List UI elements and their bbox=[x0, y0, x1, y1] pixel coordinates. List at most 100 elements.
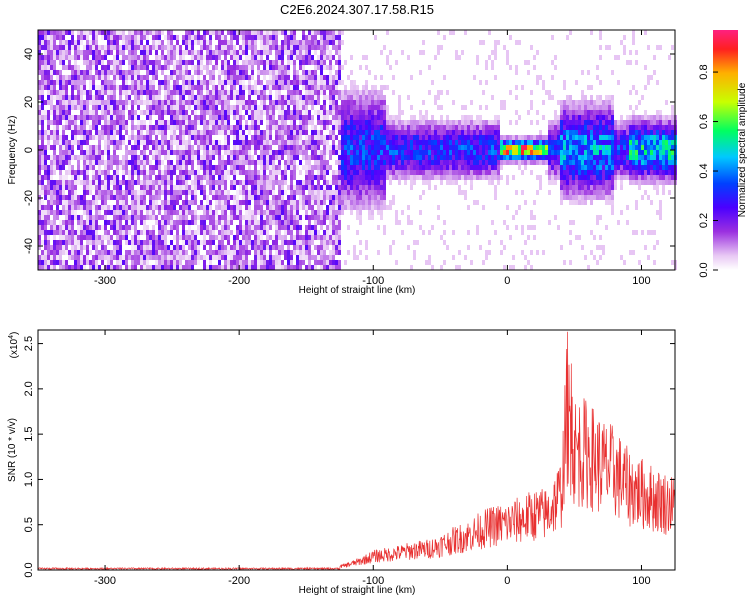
spectrogram-cell bbox=[98, 100, 101, 105]
spectrogram-cell bbox=[215, 140, 218, 145]
spectrogram-cell bbox=[143, 150, 146, 155]
spectrogram-cell bbox=[116, 155, 119, 160]
spectrogram-cell bbox=[287, 255, 290, 260]
spectrogram-cell bbox=[134, 210, 137, 215]
spectrogram-cell bbox=[353, 155, 356, 160]
spectrogram-cell bbox=[203, 75, 206, 80]
spectrogram-cell bbox=[257, 225, 260, 230]
spectrogram-cell bbox=[428, 260, 431, 265]
spectrogram-cell bbox=[209, 130, 212, 135]
spectrogram-cell bbox=[329, 40, 332, 45]
spectrogram-cell bbox=[119, 250, 122, 255]
spectrogram-cell bbox=[233, 195, 236, 200]
spectrogram-cell bbox=[107, 90, 110, 95]
spectrogram-cell bbox=[77, 160, 80, 165]
spectrogram-cell bbox=[374, 100, 377, 105]
spectrogram-cell bbox=[50, 105, 53, 110]
spectrogram-cell bbox=[179, 205, 182, 210]
spectrogram-cell bbox=[242, 85, 245, 90]
spectrogram-cell bbox=[224, 145, 227, 150]
spectrogram-cell bbox=[308, 45, 311, 50]
spectrogram-cell bbox=[164, 245, 167, 250]
spectrogram-cell bbox=[176, 120, 179, 125]
spectrogram-cell bbox=[263, 95, 266, 100]
spectrogram-cell bbox=[89, 45, 92, 50]
spectrogram-cell bbox=[209, 190, 212, 195]
spectrogram-cell bbox=[281, 55, 284, 60]
spectrogram-cell bbox=[275, 65, 278, 70]
spectrogram-cell bbox=[89, 65, 92, 70]
spectrogram-cell bbox=[212, 105, 215, 110]
spectrogram-cell bbox=[65, 135, 68, 140]
spectrogram-cell bbox=[242, 250, 245, 255]
spectrogram-cell bbox=[197, 145, 200, 150]
spectrogram-cell bbox=[44, 150, 47, 155]
spectrogram-cell bbox=[266, 40, 269, 45]
spectrogram-cell bbox=[218, 70, 221, 75]
spectrogram-cell bbox=[221, 115, 224, 120]
spectrogram-cell bbox=[197, 50, 200, 55]
spectrogram-cell bbox=[290, 225, 293, 230]
spectrogram-cell bbox=[314, 220, 317, 225]
spectrogram-cell bbox=[44, 65, 47, 70]
spectrogram-cell bbox=[143, 180, 146, 185]
spectrogram-cell bbox=[314, 185, 317, 190]
spectrogram-cell bbox=[65, 95, 68, 100]
spectrogram-cell bbox=[368, 70, 371, 75]
spectrogram-cell bbox=[302, 235, 305, 240]
spectrogram-cell bbox=[116, 220, 119, 225]
spectrogram-cell bbox=[101, 170, 104, 175]
spectrogram-cell bbox=[224, 130, 227, 135]
spectrogram-cell bbox=[458, 145, 461, 150]
spectrogram-cell bbox=[257, 160, 260, 165]
spectrogram-cell bbox=[302, 120, 305, 125]
spectrogram-cell bbox=[368, 195, 371, 200]
spectrogram-cell bbox=[131, 135, 134, 140]
spectrogram-cell bbox=[92, 60, 95, 65]
spectrogram-cell bbox=[443, 260, 446, 265]
spectrogram-cell bbox=[83, 100, 86, 105]
spectrogram-cell bbox=[392, 140, 395, 145]
spectrogram-cell bbox=[44, 205, 47, 210]
spectrogram-cell bbox=[212, 230, 215, 235]
spectrogram-cell bbox=[218, 215, 221, 220]
spectrogram-cell bbox=[362, 200, 365, 205]
spectrogram-cell bbox=[413, 135, 416, 140]
spectrogram-cell bbox=[284, 190, 287, 195]
spectrogram-cell bbox=[311, 210, 314, 215]
spectrogram-cell bbox=[290, 205, 293, 210]
spectrogram-cell bbox=[161, 115, 164, 120]
spectrogram-cell bbox=[236, 140, 239, 145]
spectrogram-cell bbox=[266, 240, 269, 245]
spectrogram-cell bbox=[140, 215, 143, 220]
spectrogram-cell bbox=[38, 245, 41, 250]
spectrogram-cell bbox=[248, 160, 251, 165]
spectrogram-cell bbox=[59, 145, 62, 150]
spectrogram-cell bbox=[158, 35, 161, 40]
spectrogram-cell bbox=[47, 165, 50, 170]
spectrogram-cell bbox=[338, 150, 341, 155]
spectrogram-cell bbox=[83, 130, 86, 135]
spectrogram-cell bbox=[65, 110, 68, 115]
spectrogram-cell bbox=[233, 135, 236, 140]
spectrogram-cell bbox=[269, 250, 272, 255]
spectrogram-cell bbox=[275, 125, 278, 130]
spectrogram-cell bbox=[281, 155, 284, 160]
spectrogram-cell bbox=[89, 200, 92, 205]
spectrogram-cell bbox=[299, 255, 302, 260]
spectrogram-cell bbox=[341, 180, 344, 185]
spectrogram-cell bbox=[422, 50, 425, 55]
spectrogram-cell bbox=[392, 150, 395, 155]
spectrogram-cell bbox=[167, 50, 170, 55]
spectrogram-cell bbox=[152, 235, 155, 240]
spectrogram-cell bbox=[377, 145, 380, 150]
spectrogram-cell bbox=[233, 105, 236, 110]
spectrogram-cell bbox=[293, 85, 296, 90]
spectrogram-cell bbox=[50, 40, 53, 45]
spectrogram-cell bbox=[113, 90, 116, 95]
spectrogram-cell bbox=[44, 220, 47, 225]
spectrogram-cell bbox=[284, 180, 287, 185]
spectrogram-cell bbox=[317, 180, 320, 185]
spectrogram-cell bbox=[62, 185, 65, 190]
spectrogram-cell bbox=[140, 110, 143, 115]
